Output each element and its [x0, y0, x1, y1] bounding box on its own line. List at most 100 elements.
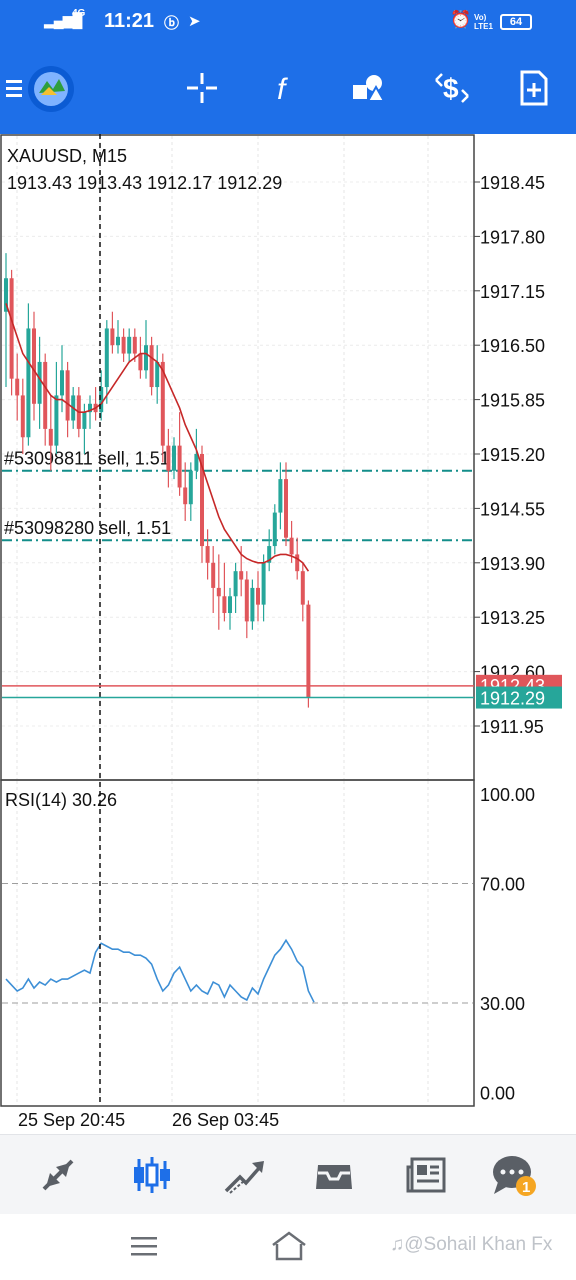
top-toolbar: f $ [0, 46, 576, 134]
system-navigation [0, 1214, 576, 1280]
candle-body [88, 403, 92, 413]
bottom-navigation: 1 [0, 1134, 576, 1214]
price-axis-label: 1918.45 [480, 173, 545, 193]
svg-text:$: $ [443, 73, 459, 104]
candle-body [228, 596, 232, 614]
candle-body [160, 361, 165, 446]
rsi-axis-label: 70.00 [480, 875, 525, 895]
function-icon: f [277, 73, 288, 105]
home-button[interactable] [270, 1230, 308, 1262]
clock: 11:21 [104, 10, 155, 32]
shapes-icon [353, 75, 386, 102]
dollar-trade-icon: $ [435, 73, 469, 104]
crosshair-icon [187, 73, 217, 103]
trade-button[interactable]: $ [430, 66, 474, 110]
rsi-axis-label: 0.00 [480, 1084, 515, 1104]
candle-body [54, 395, 59, 446]
menu-button[interactable] [0, 66, 36, 110]
candle-body [216, 587, 221, 597]
candle-body [205, 546, 210, 563]
quotes-arrows-icon [42, 1159, 74, 1191]
metatrader-logo [26, 64, 76, 114]
price-axis-label: 1917.80 [480, 227, 545, 247]
candle-body [32, 328, 36, 404]
candle-body [177, 445, 182, 488]
candle-body [149, 345, 154, 388]
bluetooth-icon: ⓑ [164, 15, 180, 32]
battery-indicator: 64 [500, 14, 532, 30]
candle-body [239, 571, 244, 580]
order-label: #53098280 sell, 1.51 [4, 518, 171, 538]
menu-lines-icon [131, 1237, 157, 1256]
status-bar: ▂▄▆█ 4G 11:21 ⓑ ➤ ⏰ Vo) LTE1 64 [0, 0, 576, 46]
nav-news[interactable] [400, 1149, 452, 1201]
price-axis-label: 1915.20 [480, 445, 545, 465]
candles-icon [134, 1157, 170, 1193]
crosshair-button[interactable] [180, 66, 224, 110]
logo-icon [28, 66, 74, 112]
time-label-1: 25 Sep 20:45 [18, 1110, 125, 1130]
price-chart[interactable]: #53098811 sell, 1.51 #53098280 sell, 1.51… [0, 134, 576, 1134]
candle-body [121, 336, 126, 354]
candle-body [200, 454, 204, 547]
rsi-axis: 100.00 70.00 30.00 0.00 [480, 785, 535, 1104]
network-type: 4G [72, 8, 86, 19]
svg-text:1: 1 [522, 1179, 530, 1196]
candle-body [60, 370, 64, 396]
candle-body [278, 479, 283, 513]
candle-body [289, 537, 294, 555]
objects-button[interactable] [346, 66, 390, 110]
telegram-icon: ➤ [188, 13, 201, 30]
chart-area[interactable]: #53098811 sell, 1.51 #53098280 sell, 1.51… [0, 134, 576, 1134]
symbol-title: XAUUSD, M15 [7, 146, 127, 166]
chat-bubble-icon: 1 [493, 1156, 536, 1196]
nav-history[interactable] [308, 1149, 360, 1201]
trade-trend-icon [224, 1161, 264, 1194]
home-icon [272, 1231, 306, 1261]
candle-body [183, 487, 188, 505]
candle-body [37, 361, 42, 404]
candle-body [272, 512, 277, 547]
candle-body [222, 596, 227, 614]
newspaper-icon [406, 1157, 446, 1193]
candle-body [20, 395, 25, 438]
candle-body [172, 445, 176, 471]
candle-body [300, 571, 305, 605]
time-label-2: 26 Sep 03:45 [172, 1110, 279, 1130]
alarm-icon: ⏰ [450, 10, 472, 29]
candle-body [127, 336, 132, 354]
candle-body [82, 412, 87, 429]
nav-chart[interactable] [126, 1149, 178, 1201]
candle-body [306, 604, 311, 698]
candle-body [144, 345, 148, 371]
price-axis-label: 1916.50 [480, 336, 545, 356]
candle-body [132, 336, 137, 354]
hamburger-icon [6, 80, 22, 97]
volte-icon: Vo) LTE1 [474, 13, 493, 31]
candle-body [250, 587, 255, 622]
moving-average-line [5, 303, 310, 572]
new-order-button[interactable] [512, 66, 556, 110]
order-lines: #53098811 sell, 1.51 #53098280 sell, 1.51 [2, 449, 473, 542]
candle-body [295, 554, 300, 572]
candle-body [104, 328, 109, 388]
candle-body [9, 278, 14, 379]
candle-body [233, 571, 238, 597]
recents-button[interactable] [130, 1234, 158, 1258]
rsi-levels [2, 883, 473, 1004]
candle-body [267, 546, 272, 563]
nav-trade[interactable] [218, 1149, 270, 1201]
price-axis: 1918.45 1917.80 1917.15 1916.50 1915.85 1915.… [474, 173, 545, 737]
candle-body [65, 370, 70, 421]
bid-price-label: 1912.29 [480, 689, 545, 709]
candle-body [194, 454, 199, 471]
nav-messages[interactable]: 1 [488, 1149, 540, 1201]
price-axis-label: 1913.90 [480, 554, 545, 574]
signal-icon: ▂▄▆█ [44, 12, 82, 28]
rsi-line [5, 938, 315, 1003]
candle-body [261, 562, 266, 605]
candle-body [4, 278, 8, 312]
indicators-button[interactable]: f [262, 66, 306, 110]
nav-quotes[interactable] [32, 1149, 84, 1201]
ohlc-values: 1913.43 1913.43 1912.17 1912.29 [7, 173, 282, 193]
